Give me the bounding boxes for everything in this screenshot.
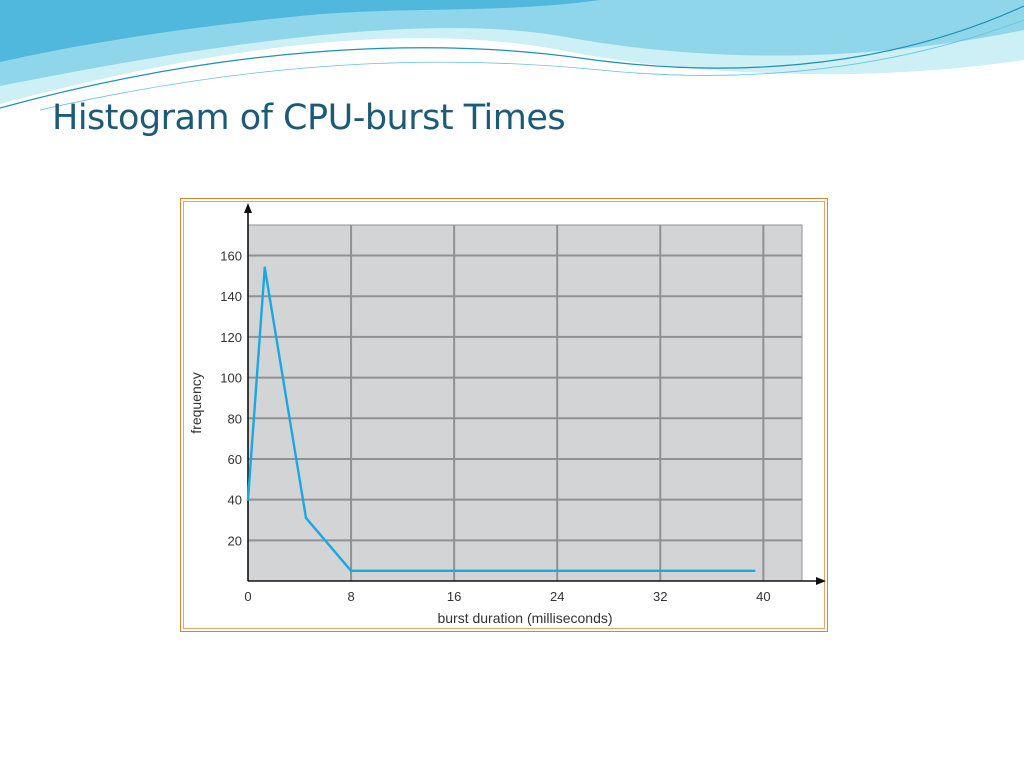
series-layer	[246, 266, 756, 573]
y-tick-label: 40	[228, 493, 242, 508]
data-point	[263, 266, 266, 269]
plot-area	[247, 224, 803, 582]
header-wave-dark	[0, 0, 600, 62]
histogram-chart: 0 8 16 24 32 40 20 40 60 80 100 120 140 160 burst du…	[188, 203, 826, 626]
y-tick-label: 80	[228, 411, 242, 426]
data-point	[753, 569, 756, 573]
x-tick-label: 8	[347, 589, 354, 604]
x-axis-label: burst duration (milliseconds)	[437, 610, 612, 626]
x-tick-label: 24	[550, 589, 564, 604]
x-tick-labels: 0 8 16 24 32 40	[244, 589, 770, 604]
x-axis-arrow	[816, 577, 826, 585]
x-tick-label: 0	[244, 589, 251, 604]
x-tick-label: 32	[653, 589, 667, 604]
y-axis-arrow	[244, 203, 252, 213]
y-tick-label: 120	[220, 330, 242, 345]
data-point	[304, 516, 308, 520]
y-tick-label: 20	[228, 533, 242, 548]
y-tick-label: 140	[220, 289, 242, 304]
chart-frame: 0 8 16 24 32 40 20 40 60 80 100 120 140 160 burst du…	[180, 198, 828, 632]
header-wave-line	[0, 5, 1024, 109]
axes	[244, 203, 826, 585]
x-tick-label: 16	[447, 589, 461, 604]
y-tick-label: 100	[220, 371, 242, 386]
y-tick-label: 60	[228, 452, 242, 467]
x-tick-label: 40	[756, 589, 770, 604]
y-axis-label: frequency	[188, 372, 204, 433]
y-tick-label: 160	[220, 249, 242, 264]
header-wave-mid	[0, 0, 1024, 86]
grid-lines	[248, 225, 802, 581]
slide-title: Histogram of CPU-burst Times	[52, 98, 566, 138]
header-wave-line-2	[39, 19, 1024, 111]
y-tick-labels: 20 40 60 80 100 120 140 160	[220, 249, 242, 549]
data-point	[246, 498, 250, 501]
data-point	[349, 569, 353, 573]
